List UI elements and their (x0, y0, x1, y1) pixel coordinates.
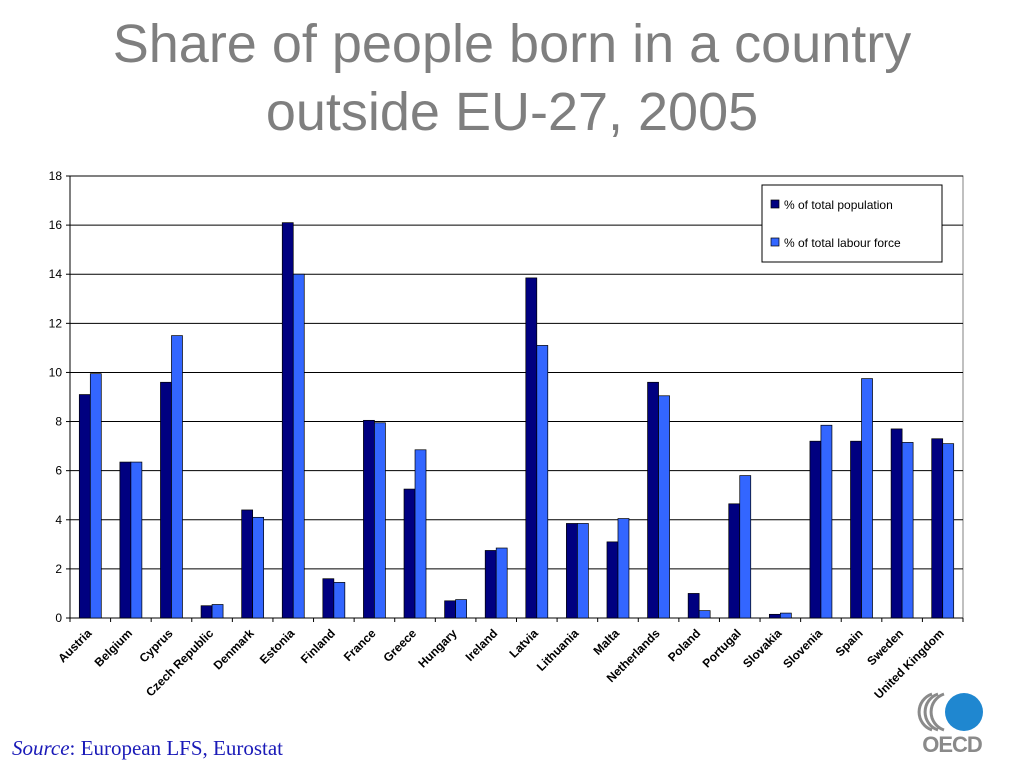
bar-labour-force (252, 516, 265, 619)
bar-labour-force (779, 612, 792, 619)
bar-population (850, 440, 862, 619)
y-tick-label: 14 (49, 267, 63, 281)
bar-population (768, 613, 781, 619)
legend (761, 184, 943, 263)
x-tick-label: Lithuania (534, 626, 582, 674)
legend-label-population: % of total population (784, 198, 893, 212)
x-tick-label: Malta (590, 626, 622, 658)
x-tick-label: Estonia (257, 626, 298, 667)
x-tick-label: Austria (55, 626, 94, 665)
bar-population (241, 509, 254, 619)
bar-population (403, 488, 416, 619)
source-note: Source: European LFS, Eurostat (12, 736, 283, 761)
bar-labour-force (739, 475, 752, 619)
bar-labour-force (536, 345, 549, 619)
bar-population (687, 593, 700, 619)
x-tick-label: France (341, 626, 379, 664)
x-tick-label: Poland (665, 626, 703, 664)
y-tick-label: 6 (55, 464, 62, 478)
oecd-logo: OECD (912, 688, 992, 760)
x-tick-label: Portugal (700, 626, 744, 670)
legend-label-labour-force: % of total labour force (784, 236, 901, 250)
x-tick-label: Cyprus (136, 626, 175, 665)
y-tick-label: 8 (55, 415, 62, 429)
bar-population (363, 419, 375, 619)
y-tick-label: 16 (49, 218, 63, 232)
bar-labour-force (698, 610, 711, 619)
title-line-2: outside EU-27, 2005 (265, 82, 759, 142)
bar-population (728, 503, 741, 619)
source-label: Source (12, 736, 70, 760)
y-tick-label: 12 (49, 316, 63, 330)
oecd-logo-icon (917, 692, 983, 732)
x-tick-label: Slovakia (740, 626, 785, 671)
bar-labour-force (820, 424, 833, 619)
title-line-1: Share of people born in a country (112, 14, 912, 74)
x-tick-label: Ireland (463, 626, 501, 664)
bar-population (200, 605, 213, 619)
y-tick-label: 4 (55, 513, 62, 527)
bar-population (647, 381, 659, 619)
x-tick-label: Slovenia (780, 626, 825, 671)
bar-labour-force (455, 599, 467, 619)
x-tick-label: Denmark (211, 626, 257, 672)
bar-labour-force (292, 273, 305, 619)
y-tick-label: 10 (49, 365, 63, 379)
bar-population (809, 440, 822, 619)
bar-labour-force (617, 518, 630, 619)
bar-labour-force (333, 582, 346, 619)
y-tick-label: 0 (55, 611, 62, 625)
x-tick-label: Greece (380, 626, 419, 665)
bar-population (606, 541, 619, 619)
y-tick-label: 18 (49, 169, 63, 183)
slide-title: Share of people born in a country outsid… (0, 10, 1024, 146)
legend-swatch-population (770, 199, 780, 209)
bar-population (525, 277, 538, 619)
legend-swatch-labour-force (770, 237, 780, 247)
bar-population (322, 578, 335, 619)
bar-population (444, 600, 456, 619)
bar-population (890, 428, 903, 619)
bar-population (78, 394, 91, 619)
bar-labour-force (658, 395, 670, 619)
bar-population (119, 461, 132, 619)
bar-labour-force (171, 335, 183, 619)
bar-population (160, 381, 172, 619)
x-tick-label: Finland (298, 626, 338, 666)
bar-labour-force (942, 443, 955, 619)
source-text: : European LFS, Eurostat (69, 736, 284, 760)
x-tick-label: Latvia (506, 626, 541, 661)
x-tick-label: Spain (833, 626, 866, 659)
bar-labour-force (861, 378, 873, 619)
bar-labour-force (901, 442, 914, 619)
bar-labour-force (414, 449, 427, 619)
x-tick-label: Hungary (415, 626, 460, 671)
bar-population (484, 550, 497, 619)
bar-labour-force (89, 373, 102, 619)
y-tick-label: 2 (55, 562, 62, 576)
bar-labour-force (374, 422, 386, 619)
bar-labour-force (130, 461, 143, 619)
x-tick-label: Belgium (92, 626, 135, 669)
oecd-logo-text: OECD (922, 732, 983, 757)
bar-labour-force (495, 547, 508, 619)
bar-population (281, 222, 294, 619)
bar-labour-force (577, 523, 589, 619)
bar-population (566, 523, 578, 619)
bar-labour-force (211, 604, 224, 619)
bar-population (931, 438, 944, 619)
